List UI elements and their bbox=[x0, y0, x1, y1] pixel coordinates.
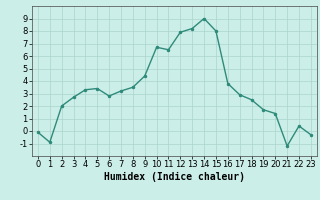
X-axis label: Humidex (Indice chaleur): Humidex (Indice chaleur) bbox=[104, 172, 245, 182]
